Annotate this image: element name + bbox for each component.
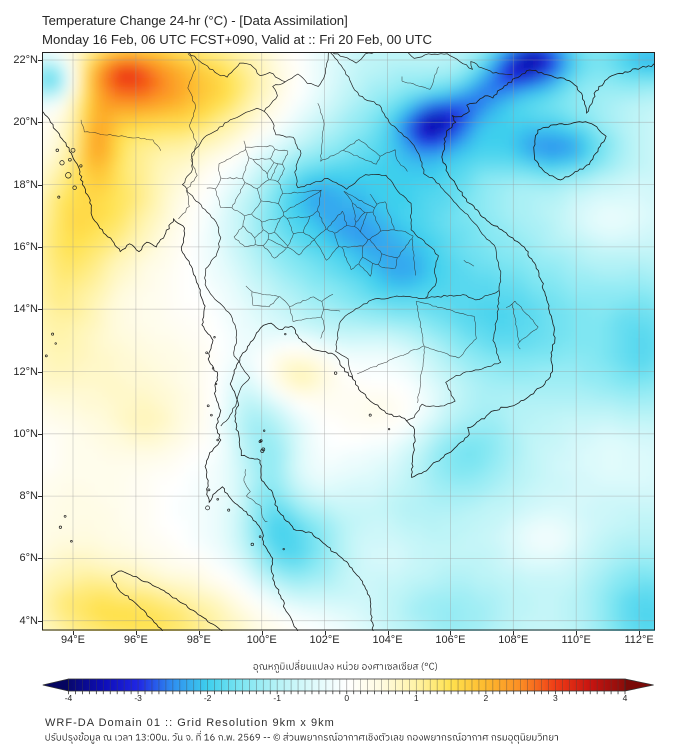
svg-text:-1: -1 [273,693,281,703]
svg-text:0: 0 [344,693,349,703]
svg-text:2: 2 [484,693,489,703]
svg-text:3: 3 [553,693,558,703]
svg-text:-3: -3 [134,693,142,703]
svg-text:-2: -2 [204,693,212,703]
svg-text:4: 4 [623,693,628,703]
svg-text:1: 1 [414,693,419,703]
svg-text:-4: -4 [65,693,73,703]
